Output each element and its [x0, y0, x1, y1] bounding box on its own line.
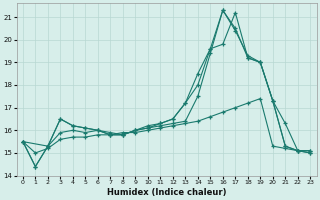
X-axis label: Humidex (Indice chaleur): Humidex (Indice chaleur): [107, 188, 226, 197]
